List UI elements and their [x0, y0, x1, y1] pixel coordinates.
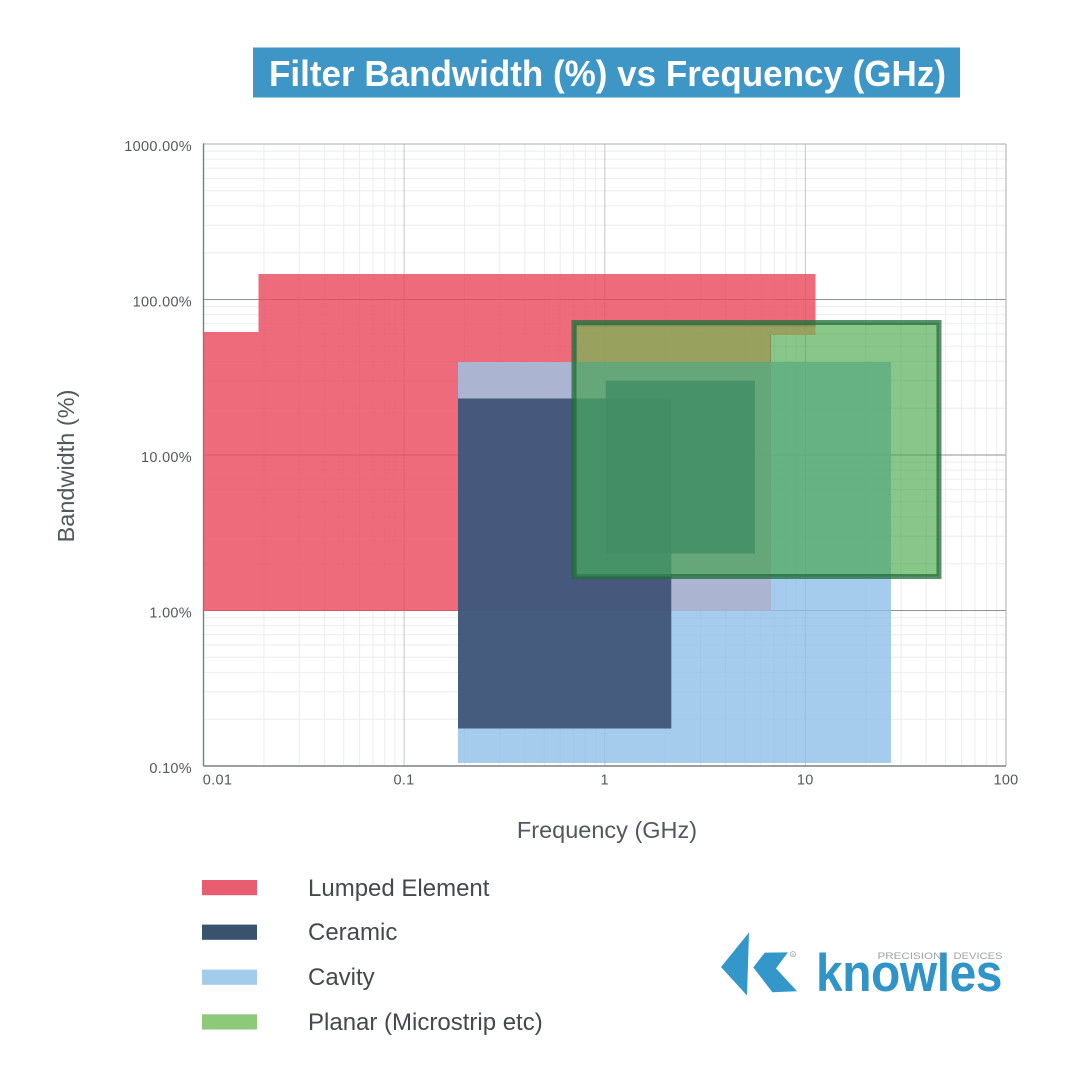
svg-text:knowles: knowles	[816, 944, 1002, 1003]
svg-text:100: 100	[993, 773, 1018, 789]
svg-text:Planar (Microstrip etc): Planar (Microstrip etc)	[308, 1009, 543, 1036]
svg-text:Ceramic: Ceramic	[308, 919, 397, 946]
svg-text:Frequency (GHz): Frequency (GHz)	[517, 817, 697, 843]
svg-text:10.00%: 10.00%	[141, 450, 192, 466]
svg-text:DEVICES: DEVICES	[954, 951, 1003, 961]
svg-text:100.00%: 100.00%	[133, 295, 192, 311]
svg-text:Filter Bandwidth (%) vs Freque: Filter Bandwidth (%) vs Frequency (GHz)	[269, 53, 946, 94]
svg-text:10: 10	[797, 773, 814, 789]
svg-text:Cavity: Cavity	[308, 964, 375, 991]
svg-text:Lumped Element: Lumped Element	[308, 875, 490, 902]
svg-text:0.10%: 0.10%	[149, 761, 192, 777]
svg-text:1000.00%: 1000.00%	[124, 139, 192, 155]
svg-text:0.01: 0.01	[203, 773, 232, 789]
svg-text:1.00%: 1.00%	[149, 606, 192, 622]
svg-text:1: 1	[601, 773, 609, 789]
svg-text:R: R	[792, 953, 795, 957]
svg-text:0.1: 0.1	[393, 773, 414, 789]
svg-text:PRECISION: PRECISION	[878, 951, 942, 961]
svg-text:Bandwidth (%): Bandwidth (%)	[53, 390, 79, 543]
